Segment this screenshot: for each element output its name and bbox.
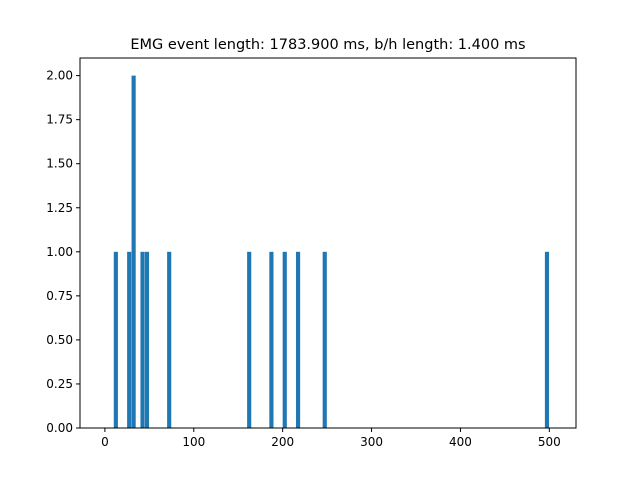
x-tick-label: 200 [271,435,294,449]
histogram-bar-3 [140,251,145,428]
y-axis: 0.00 0.25 0.50 0.75 1.00 1.25 1.50 1.75 2.00 [46,69,80,435]
histogram-bar-2 [131,75,136,428]
y-tick-label: 1.25 [46,201,73,215]
x-tick-label: 300 [360,435,383,449]
histogram-bar-5 [167,251,172,428]
histogram-bar-0 [113,251,118,428]
x-tick-label: 0 [101,435,109,449]
histogram-bar-9 [296,251,301,428]
y-tick-label: 1.00 [46,245,73,259]
histogram-bar-1 [127,251,132,428]
histogram-bar-7 [269,251,274,428]
y-tick-label: 1.75 [46,113,73,127]
x-axis: 0 100 200 300 400 500 [101,428,561,449]
y-tick-label: 0.75 [46,289,73,303]
histogram-bar-8 [282,251,287,428]
x-tick-label: 100 [182,435,205,449]
y-tick-label: 0.25 [46,377,73,391]
x-tick-label: 400 [449,435,472,449]
chart-title: EMG event length: 1783.900 ms, b/h lengt… [130,37,525,53]
histogram-bar-11 [544,251,550,428]
y-tick-label: 2.00 [46,69,73,83]
histogram-bar-10 [322,251,327,428]
x-tick-label: 500 [538,435,561,449]
plot-frame [79,57,577,429]
y-tick-label: 0.50 [46,333,73,347]
y-tick-label: 1.50 [46,157,73,171]
bars-group [113,75,550,428]
histogram-bar-6 [247,251,252,428]
y-tick-label: 0.00 [46,421,73,435]
histogram-bar-4 [144,251,150,428]
